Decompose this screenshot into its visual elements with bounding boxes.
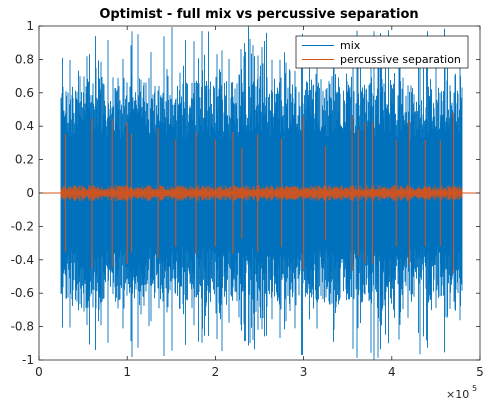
legend: mix percussive separation: [296, 36, 468, 68]
x-tick-label: 3: [300, 365, 308, 379]
plot-area: 0 1 2 3 4 5 -1 -0.8 -0.6 -0.4 -0.2 0 0.2 0.4 0.6 0.8 1: [11, 19, 484, 379]
y-tick-label: 1: [26, 19, 34, 33]
x-exponent-power: 5: [472, 384, 477, 393]
y-tick-label: -1: [22, 353, 34, 367]
y-tick-label: 0.4: [15, 119, 34, 133]
y-tick-label: -0.6: [11, 286, 34, 300]
x-tick-label: 1: [123, 365, 131, 379]
x-exponent-base: ×10: [446, 388, 469, 401]
y-tick-label: 0.6: [15, 86, 34, 100]
x-tick-label: 5: [476, 365, 484, 379]
x-tick-label: 0: [35, 365, 43, 379]
x-tick-label: 4: [388, 365, 396, 379]
legend-label-percussive-separation: percussive separation: [340, 53, 461, 66]
y-tick-label: 0: [26, 186, 34, 200]
legend-label-mix: mix: [340, 39, 361, 52]
y-tick-label: -0.4: [11, 253, 34, 267]
chart-title: Optimist - full mix vs percussive separa…: [99, 7, 418, 22]
y-tick-label: 0.8: [15, 52, 34, 66]
x-tick-label: 2: [212, 365, 220, 379]
y-tick-label: -0.8: [11, 320, 34, 334]
y-tick-label: -0.2: [11, 219, 34, 233]
y-tick-label: 0.2: [15, 153, 34, 167]
